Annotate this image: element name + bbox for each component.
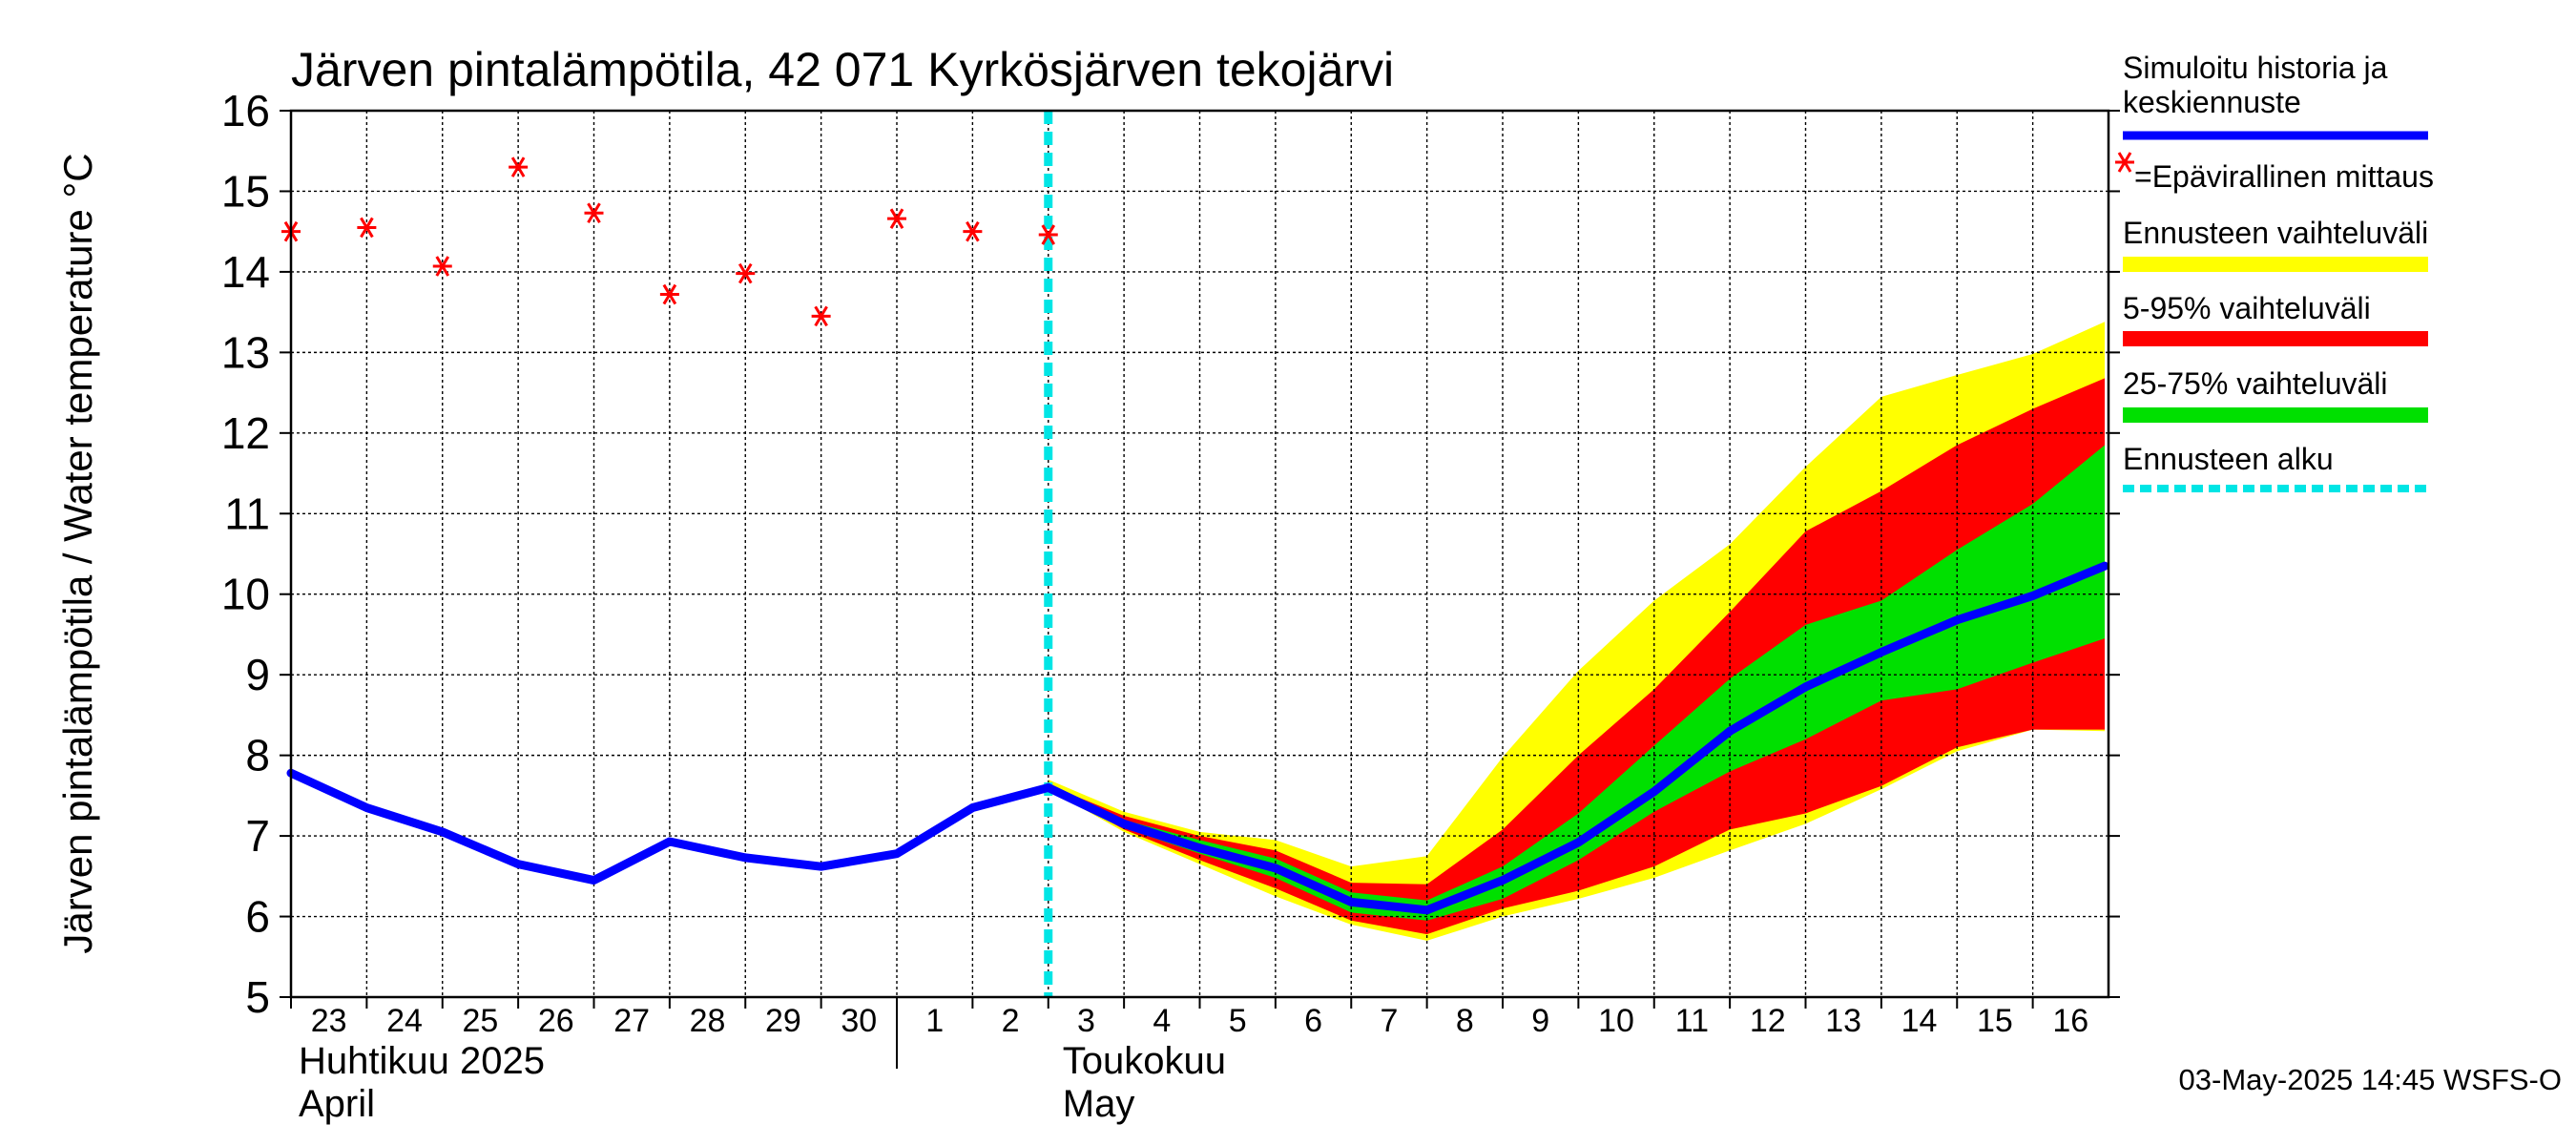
x-tick-label: 3	[1077, 1003, 1095, 1039]
x-tick-label: 30	[841, 1003, 877, 1039]
x-tick-label: 9	[1531, 1003, 1549, 1039]
marker-stroke	[737, 262, 753, 284]
measurement-point	[736, 262, 756, 284]
y-tick-label: 5	[245, 972, 270, 1022]
legend-label-range-25-75: 25-75% vaihteluväli	[2123, 366, 2388, 401]
measurement-point	[811, 305, 831, 327]
marker-stroke	[2117, 152, 2132, 173]
y-tick-label: 16	[221, 86, 270, 135]
series-line-history	[286, 561, 2109, 915]
x-tick-label: 12	[1750, 1003, 1786, 1039]
x-tick-label: 13	[1825, 1003, 1861, 1039]
legend-label-range-full: Ennusteen vaihteluväli	[2123, 216, 2428, 250]
x-tick-label: 26	[538, 1003, 574, 1039]
y-tick-label: 6	[245, 892, 270, 942]
marker-stroke	[510, 156, 526, 177]
legend-label-range-5-95: 5-95% vaihteluväli	[2123, 291, 2371, 325]
month-label-fi: Huhtikuu 2025	[299, 1040, 545, 1082]
x-tick-label: 5	[1229, 1003, 1247, 1039]
measurement-point	[1038, 224, 1058, 245]
measurement-point	[584, 202, 604, 224]
x-tick-label: 6	[1304, 1003, 1322, 1039]
marker-stroke	[662, 283, 677, 305]
x-tick-label: 16	[2052, 1003, 2088, 1039]
y-tick-label: 9	[245, 650, 270, 699]
legend-swatch-measurement	[2115, 152, 2134, 173]
month-label-fi: Toukokuu	[1063, 1040, 1226, 1082]
y-tick-label: 15	[221, 166, 270, 216]
y-tick-label: 7	[245, 811, 270, 861]
band-5-95	[1048, 378, 2106, 935]
legend-label-history: Simuloitu historia ja	[2123, 51, 2388, 85]
y-tick-label: 14	[221, 247, 270, 297]
marker-stroke	[966, 220, 980, 242]
month-label-en: April	[299, 1083, 375, 1125]
x-tick-label: 14	[1901, 1003, 1938, 1039]
measurement-point	[432, 256, 452, 277]
y-tick-label: 11	[224, 489, 270, 538]
measurement-point	[659, 283, 679, 305]
measurement-point	[887, 208, 906, 229]
x-tick-label: 23	[311, 1003, 347, 1039]
marker-stroke	[814, 305, 828, 327]
y-axis-label: Järven pintalämpötila / Water temperatur…	[55, 153, 100, 953]
x-tick-label: 25	[463, 1003, 499, 1039]
legend-label-history-2: keskiennuste	[2123, 85, 2301, 119]
marker-stroke	[1041, 224, 1056, 245]
x-tick-label: 11	[1675, 1003, 1709, 1039]
x-tick-label: 7	[1380, 1003, 1398, 1039]
chart-title: Järven pintalämpötila, 42 071 Kyrkösjärv…	[291, 43, 1394, 96]
x-tick-label: 8	[1456, 1003, 1474, 1039]
x-tick-label: 29	[765, 1003, 801, 1039]
marker-stroke	[587, 202, 601, 224]
x-tick-label: 15	[1977, 1003, 2013, 1039]
x-tick-label: 10	[1598, 1003, 1634, 1039]
y-tick-label: 13	[221, 327, 270, 377]
legend-label-measurement: =Epävirallinen mittaus	[2134, 159, 2434, 194]
measurement-point	[357, 217, 377, 239]
footer-timestamp: 03-May-2025 14:45 WSFS-O	[2179, 1063, 2562, 1096]
y-tick-label: 10	[221, 570, 270, 619]
month-label-en: May	[1063, 1083, 1135, 1125]
measurement-point	[509, 156, 529, 177]
x-tick-label: 24	[386, 1003, 423, 1039]
x-tick-label: 4	[1153, 1003, 1171, 1039]
x-tick-label: 28	[690, 1003, 726, 1039]
marker-stroke	[889, 208, 904, 229]
y-tick-label: 8	[245, 731, 270, 781]
y-tick-label: 12	[221, 408, 270, 458]
band-25-75	[1048, 445, 2106, 921]
x-tick-label: 1	[925, 1003, 944, 1039]
marker-stroke	[360, 217, 374, 239]
x-tick-label: 27	[613, 1003, 650, 1039]
measurement-point	[963, 220, 983, 242]
y-tick-labels: 5 6 7 8 9 10 11 12 13 14 15 16	[221, 86, 270, 1022]
x-tick-labels: 23 24 25 26 27 28 29 30 1 2 3 4 5 6 7 8 9 10 11 12 13 14 15 16	[290, 997, 2088, 1069]
marker-stroke	[435, 256, 450, 277]
x-tick-label: 2	[1002, 1003, 1020, 1039]
forecast-bands	[1048, 322, 2106, 941]
legend-label-forecast-start: Ennusteen alku	[2123, 442, 2334, 476]
